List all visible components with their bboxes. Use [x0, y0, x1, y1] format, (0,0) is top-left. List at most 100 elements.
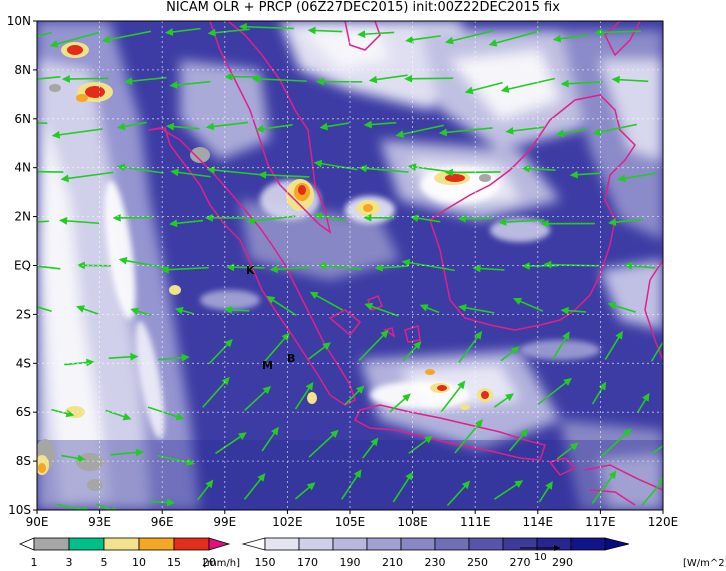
olr-legend-swatch: [332, 537, 368, 551]
wind-vector: [403, 260, 455, 272]
wind-vector-head: [505, 127, 514, 135]
wind-vector: [440, 381, 465, 413]
olr-legend-swatch: [366, 537, 402, 551]
precip-cell: [430, 383, 450, 393]
lat-tick-label: 2S: [16, 307, 31, 321]
lon-tick-label: 108E: [397, 515, 428, 529]
wind-vector-head: [457, 214, 466, 223]
precip-legend-label: 1: [31, 556, 38, 569]
wind-vector: [440, 127, 493, 134]
wind-vector-head: [223, 306, 233, 314]
wind-vector-head: [521, 262, 530, 270]
wind-vector: [171, 80, 211, 87]
precip-cell: [76, 453, 104, 471]
wind-vector-head: [474, 330, 483, 340]
wind-vector: [263, 333, 290, 363]
olr-legend-swatch: [298, 537, 334, 551]
wind-vector-head: [474, 419, 483, 428]
wind-vector-head: [306, 482, 316, 491]
olr-legend-label: 270: [510, 556, 531, 569]
wind-vector-head: [513, 297, 522, 305]
wind-vector-head: [124, 77, 133, 85]
lat-tick-label: 4S: [16, 356, 31, 370]
olr-legend-label: 150: [255, 556, 276, 569]
precip-legend-label: 15: [167, 556, 181, 569]
wind-vector-head: [164, 28, 174, 36]
wind-vector-head: [405, 35, 414, 44]
lon-tick-label: 120E: [648, 515, 679, 529]
lat-tick-label: EQ: [14, 259, 31, 273]
wind-vector-head: [175, 412, 185, 421]
wind-vector-head: [615, 330, 623, 340]
precip-cell: [61, 42, 89, 58]
wind-vector: [125, 76, 167, 83]
wind-vector-head: [281, 332, 290, 342]
lon-tick-label: 102E: [272, 515, 303, 529]
wind-vector-head: [59, 216, 68, 225]
wind-vector-head: [370, 437, 379, 447]
wind-vector-head: [505, 393, 515, 402]
lon-tick-label: 93E: [88, 515, 111, 529]
wind-vector-head: [404, 74, 413, 83]
lat-tick-label: 8N: [14, 63, 31, 77]
wind-vector-head: [623, 428, 632, 437]
wind-vector: [209, 28, 250, 35]
lat-tick-label: 10N: [7, 14, 31, 28]
wind-vector-head: [592, 128, 602, 136]
precip-cell: [286, 179, 314, 211]
precip-cell: [307, 392, 317, 404]
wind-vector: [537, 378, 572, 405]
wind-vector-head: [246, 217, 255, 225]
wind-vector-head: [510, 346, 520, 355]
wind-vector: [600, 428, 631, 458]
wind-vector-head: [255, 124, 264, 133]
olr-legend-label: 230: [425, 556, 446, 569]
wind-vector-head: [608, 470, 617, 480]
precip-cell: [460, 404, 470, 410]
precip-legend-swatch: [103, 537, 140, 551]
wind-vector-head: [257, 473, 266, 482]
wind-vector-head: [413, 340, 422, 350]
wind-vector-head: [545, 480, 553, 490]
wind-vector-head: [76, 261, 85, 270]
wind-vector-head: [1, 119, 6, 124]
wind-vector-head: [488, 39, 498, 47]
wind-vector-head: [116, 163, 126, 172]
wind-vector: [208, 168, 261, 176]
wind-vector-head: [364, 302, 374, 311]
wind-vector: [360, 167, 409, 173]
wind-vector-head: [166, 498, 176, 507]
wind-vector-head: [237, 432, 247, 440]
wind-vector-head: [206, 166, 216, 174]
wind-vector-head: [204, 213, 213, 222]
precip-legend-label: 3: [66, 556, 73, 569]
wind-vector-head: [498, 218, 507, 226]
wind-vector: [37, 31, 53, 38]
coastline-bangka: [328, 309, 362, 337]
coastline-belitung: [404, 325, 421, 343]
precip-legend-swatch: [68, 537, 105, 551]
wind-vector-head: [61, 75, 70, 83]
olr-legend-label: 190: [340, 556, 361, 569]
wind-vector-head: [642, 392, 650, 402]
wind-vector-head: [356, 385, 365, 394]
wind-vector-head: [305, 381, 314, 391]
wind-vector-head: [598, 381, 607, 391]
lon-tick-label: 114E: [523, 515, 554, 529]
wind-vector-head: [258, 170, 267, 179]
wind-vector-head: [226, 263, 235, 272]
wind-vector-head: [395, 130, 405, 138]
wind-vector-head: [86, 358, 95, 367]
wind-vector-head: [563, 377, 573, 386]
wind-vector-head: [122, 412, 132, 421]
wind-vector: [240, 25, 294, 30]
wind-vector-head: [540, 219, 549, 228]
wind-vector-head: [611, 75, 620, 84]
wind-vector-head: [330, 429, 339, 439]
precip-cell: [49, 84, 61, 92]
wind-vector-head: [438, 128, 448, 137]
precip-legend-label: 5: [101, 556, 108, 569]
olr-legend: 150 170 190 210 230 250 270 290 [W/m^2]: [241, 537, 726, 569]
wind-vector-head: [130, 307, 140, 316]
wind-vector-head: [174, 306, 184, 315]
